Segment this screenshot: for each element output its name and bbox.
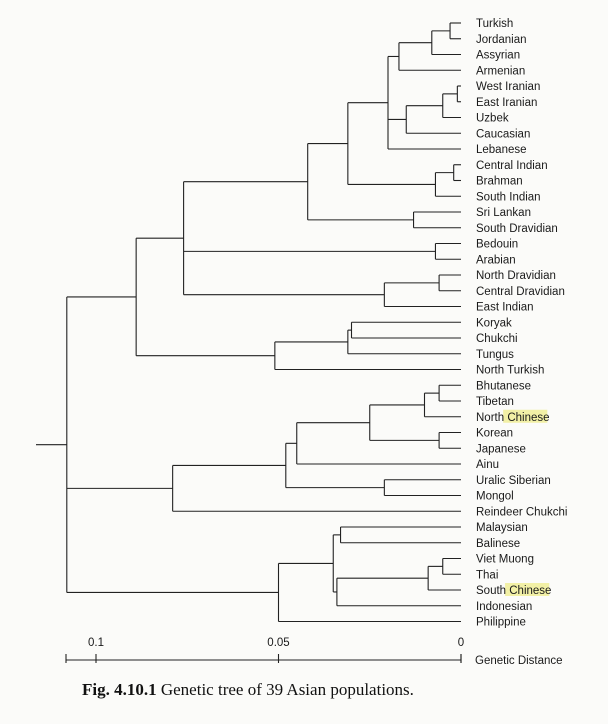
leaf-label: Armenian [476, 65, 525, 77]
leaf-label: Central Indian [476, 160, 548, 172]
leaf-label: Malaysian [476, 522, 528, 534]
leaf-label: Jordanian [476, 34, 527, 46]
leaf-label: North Chinese [476, 412, 550, 424]
leaf-label: South Dravidian [476, 223, 558, 235]
leaf-label: Korean [476, 428, 513, 440]
caption-label: Fig. 4.10.1 [82, 680, 157, 699]
leaf-label: Sri Lankan [476, 207, 531, 219]
leaf-label: Turkish [476, 18, 513, 30]
leaf-label: Japanese [476, 443, 526, 455]
leaf-label: Chukchi [476, 333, 518, 345]
leaf-label: Lebanese [476, 144, 527, 156]
leaf-label: Central Dravidian [476, 286, 565, 298]
leaf-label: Indonesian [476, 601, 532, 613]
leaf-label: Ainu [476, 459, 499, 471]
leaf-label: Viet Muong [476, 554, 534, 566]
leaf-label: Balinese [476, 538, 520, 550]
leaf-label: Brahman [476, 176, 523, 188]
distance-axis: Genetic Distance 0.1 0.05 0 [65, 637, 563, 667]
axis-tick-label: 0.1 [88, 637, 104, 649]
figure-caption: Fig. 4.10.1 Genetic tree of 39 Asian pop… [82, 680, 414, 700]
leaf-label: Reindeer Chukchi [476, 506, 567, 518]
leaf-label: Thai [476, 569, 498, 581]
axis-title: Genetic Distance [475, 655, 563, 667]
leaf-label: Philippine [476, 617, 526, 629]
leaf-label: Uzbek [476, 113, 509, 125]
leaf-label: Bhutanese [476, 380, 531, 392]
leaf-label: South Indian [476, 191, 541, 203]
highlights-layer [503, 409, 550, 596]
branches-layer [36, 22, 461, 623]
leaf-label: Assyrian [476, 50, 520, 62]
chinese-highlight [503, 409, 548, 423]
leaf-label: Mongol [476, 491, 514, 503]
leaf-label: Bedouin [476, 239, 518, 251]
leaf-label: South Chinese [476, 585, 551, 597]
leaf-label: North Dravidian [476, 270, 556, 282]
caption-text: Genetic tree of 39 Asian populations. [160, 680, 414, 699]
leaf-label: Caucasian [476, 128, 530, 140]
axis-tick-label: 0 [458, 637, 464, 649]
axis-tick-label: 0.05 [267, 637, 289, 649]
leaf-label: Uralic Siberian [476, 475, 551, 487]
leaf-label: Koryak [476, 317, 512, 329]
leaf-label: Tungus [476, 349, 514, 361]
leaf-labels-layer: Turkish Jordanian Assyrian Armenian West Ira… [476, 18, 567, 629]
leaf-label: North Turkish [476, 365, 544, 377]
leaf-label: Arabian [476, 254, 516, 266]
chinese-highlight [505, 583, 550, 596]
leaf-label: East Iranian [476, 97, 537, 109]
leaf-label: West Iranian [476, 81, 540, 93]
leaf-label: East Indian [476, 302, 534, 314]
leaf-label: Tibetan [476, 396, 514, 408]
